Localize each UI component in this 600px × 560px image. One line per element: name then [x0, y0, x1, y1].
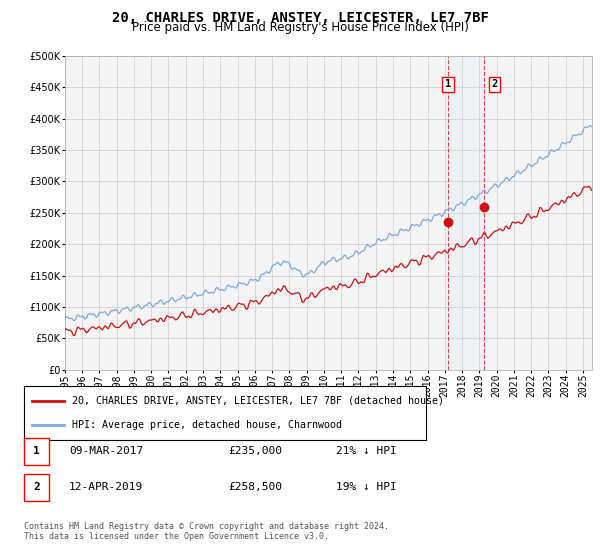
Text: 20, CHARLES DRIVE, ANSTEY, LEICESTER, LE7 7BF: 20, CHARLES DRIVE, ANSTEY, LEICESTER, LE…: [112, 11, 488, 25]
Text: 09-MAR-2017: 09-MAR-2017: [69, 446, 143, 456]
Text: Contains HM Land Registry data © Crown copyright and database right 2024.
This d: Contains HM Land Registry data © Crown c…: [24, 522, 389, 542]
Text: 2: 2: [33, 482, 40, 492]
Text: 20, CHARLES DRIVE, ANSTEY, LEICESTER, LE7 7BF (detached house): 20, CHARLES DRIVE, ANSTEY, LEICESTER, LE…: [72, 396, 444, 406]
Bar: [448, 56, 484, 370]
Text: 1: 1: [445, 79, 451, 89]
Text: HPI: Average price, detached house, Charnwood: HPI: Average price, detached house, Char…: [72, 420, 342, 430]
Text: 1: 1: [33, 446, 40, 456]
Text: £258,500: £258,500: [228, 482, 282, 492]
Text: 12-APR-2019: 12-APR-2019: [69, 482, 143, 492]
Text: 21% ↓ HPI: 21% ↓ HPI: [336, 446, 397, 456]
Text: £235,000: £235,000: [228, 446, 282, 456]
Text: 2: 2: [491, 79, 497, 89]
Text: 19% ↓ HPI: 19% ↓ HPI: [336, 482, 397, 492]
Text: Price paid vs. HM Land Registry's House Price Index (HPI): Price paid vs. HM Land Registry's House …: [131, 21, 469, 34]
